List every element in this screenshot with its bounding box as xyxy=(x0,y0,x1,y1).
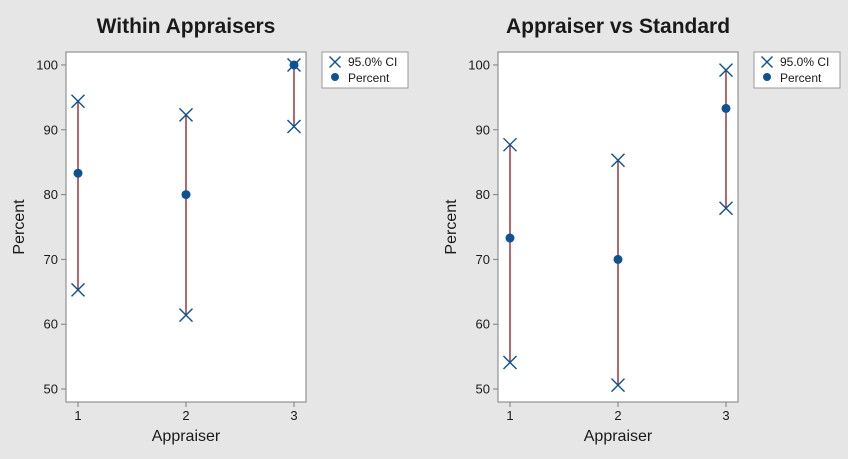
ci-upper-marker xyxy=(503,137,517,152)
x-tick-label: 1 xyxy=(74,408,81,423)
y-tick-label: 50 xyxy=(476,382,490,397)
percent-point xyxy=(181,190,191,200)
legend-percent-icon xyxy=(763,73,771,81)
y-tick-label: 80 xyxy=(44,187,58,202)
ci-lower-marker xyxy=(71,282,85,297)
legend: 95.0% CI Percent xyxy=(321,51,409,89)
x-tick-label: 2 xyxy=(182,408,189,423)
percent-point xyxy=(721,103,731,113)
ci-upper-marker xyxy=(71,94,85,109)
ci-lower-marker-stroke-b xyxy=(611,378,625,393)
ci-lower-marker xyxy=(719,201,733,216)
legend-box xyxy=(753,51,841,89)
ci-lower-marker-stroke-b xyxy=(287,119,301,134)
ci-upper-marker-stroke-b xyxy=(503,137,517,152)
y-tick-label: 90 xyxy=(476,122,490,137)
chart-appraiser-vs-standard: Appraiser vs Standard 50 60 70 80 90 100 1 2 3 App… xyxy=(443,15,841,445)
y-axis-label: Percent xyxy=(443,199,460,255)
ci-upper-marker xyxy=(611,153,625,168)
legend-ci-icon-stroke-b xyxy=(761,56,773,68)
ci-lower-marker-stroke-b xyxy=(71,282,85,297)
ci-upper-marker xyxy=(719,63,733,78)
y-axis-label: Percent xyxy=(11,199,28,255)
y-tick-label: 60 xyxy=(44,317,58,332)
ci-lower-marker xyxy=(287,119,301,134)
x-axis-label: Appraiser xyxy=(584,428,653,445)
x-tick-label: 3 xyxy=(722,408,729,423)
y-tick-label: 60 xyxy=(476,317,490,332)
x-tick-label: 1 xyxy=(506,408,513,423)
ci-upper-marker-stroke-b xyxy=(719,63,733,78)
chart-title: Within Appraisers xyxy=(97,15,276,38)
x-tick-label: 3 xyxy=(290,408,297,423)
y-tick-label: 70 xyxy=(44,252,58,267)
chart-within-appraisers: Within Appraisers 50 60 70 80 90 100 1 2 3 Apprais… xyxy=(11,15,409,445)
ci-lower-marker xyxy=(179,308,193,323)
ci-lower-marker-stroke-b xyxy=(719,201,733,216)
legend: 95.0% CI Percent xyxy=(753,51,841,89)
legend-ci-label: 95.0% CI xyxy=(348,55,397,69)
ci-upper-marker xyxy=(179,107,193,122)
y-tick-label: 100 xyxy=(468,57,490,72)
ci-lower-marker xyxy=(503,355,517,370)
ci-upper-marker-stroke-b xyxy=(179,107,193,122)
percent-point xyxy=(613,254,623,264)
y-tick-label: 50 xyxy=(44,382,58,397)
ci-upper-marker-stroke-b xyxy=(611,153,625,168)
legend-percent-label: Percent xyxy=(348,71,390,85)
chart-title: Appraiser vs Standard xyxy=(506,15,730,38)
y-tick-label: 70 xyxy=(476,252,490,267)
ci-lower-marker xyxy=(611,378,625,393)
percent-point xyxy=(505,233,515,243)
y-tick-label: 80 xyxy=(476,187,490,202)
legend-ci-icon-stroke-b xyxy=(329,56,341,68)
percent-point xyxy=(289,60,299,70)
legend-ci-icon xyxy=(329,56,341,68)
y-tick-label: 90 xyxy=(44,122,58,137)
legend-ci-icon xyxy=(761,56,773,68)
percent-point xyxy=(73,168,83,178)
x-axis-label: Appraiser xyxy=(152,428,221,445)
legend-percent-label: Percent xyxy=(780,71,822,85)
x-tick-label: 2 xyxy=(614,408,621,423)
legend-ci-label: 95.0% CI xyxy=(780,55,829,69)
y-tick-label: 100 xyxy=(36,57,58,72)
legend-percent-icon xyxy=(331,73,339,81)
ci-upper-marker-stroke-b xyxy=(71,94,85,109)
ci-lower-marker-stroke-b xyxy=(503,355,517,370)
legend-box xyxy=(321,51,409,89)
ci-lower-marker-stroke-b xyxy=(179,308,193,323)
